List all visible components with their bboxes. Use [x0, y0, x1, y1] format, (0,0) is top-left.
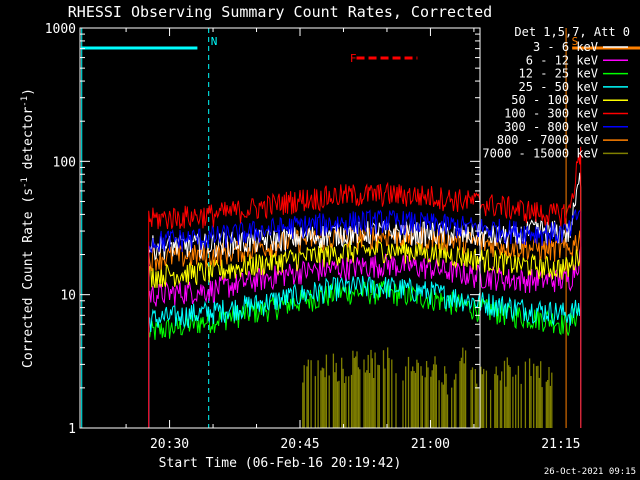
plot-area: N F S	[80, 28, 640, 429]
x-tick-label: 21:15	[541, 437, 580, 452]
x-tick-label: 21:00	[411, 437, 450, 452]
y-axis-label: Corrected Count Rate (s-1 detector-1)	[20, 88, 36, 368]
y-tick-label: 1	[68, 422, 76, 437]
y-axis-label-part3: )	[21, 88, 36, 96]
legend-label: 50 - 100 keV	[511, 93, 598, 107]
legend-label: 12 - 25 keV	[519, 67, 598, 81]
chart-title: RHESSI Observing Summary Count Rates, Co…	[68, 3, 492, 21]
y-tick-label: 1000	[45, 22, 76, 37]
legend-label: 25 - 50 keV	[519, 80, 598, 94]
annotation-f: F	[350, 52, 357, 65]
legend-label: 300 - 800 keV	[504, 120, 598, 134]
y-axis-label-sup1: -1	[20, 177, 30, 188]
legend-label: 800 - 7000 keV	[497, 133, 598, 147]
y-axis-label-sup2: -1	[20, 96, 30, 107]
series-6-12-kev	[148, 247, 582, 429]
plot-frame	[79, 27, 481, 429]
annotation-n: N	[211, 35, 218, 48]
legend-label: 7000 - 15000 keV	[482, 146, 598, 160]
x-tick-label: 20:45	[280, 437, 319, 452]
y-axis: 1 10 100 1000	[45, 22, 480, 437]
series-100-300-kev	[148, 146, 582, 429]
y-axis-label-part1: Corrected Count Rate (s	[21, 188, 36, 368]
legend-title: Det 1,5,7, Att 0	[514, 25, 630, 39]
y-axis-label-part2: detector	[21, 107, 36, 178]
legend-label: 3 - 6 keV	[533, 40, 598, 54]
legend-label: 6 - 12 keV	[526, 53, 598, 67]
series-25-50-kev	[148, 275, 582, 429]
x-tick-label: 20:30	[150, 437, 189, 452]
series-300-800-kev	[148, 209, 582, 429]
y-tick-label: 100	[53, 155, 76, 170]
annotation-s: S	[572, 35, 579, 48]
x-axis-label: Start Time (06-Feb-16 20:19:42)	[159, 456, 402, 471]
series-7000-15000-kev	[302, 347, 553, 428]
legend-label: 100 - 300 keV	[504, 107, 598, 121]
timestamp: 26-Oct-2021 09:15	[544, 467, 636, 477]
y-tick-label: 10	[60, 289, 76, 304]
